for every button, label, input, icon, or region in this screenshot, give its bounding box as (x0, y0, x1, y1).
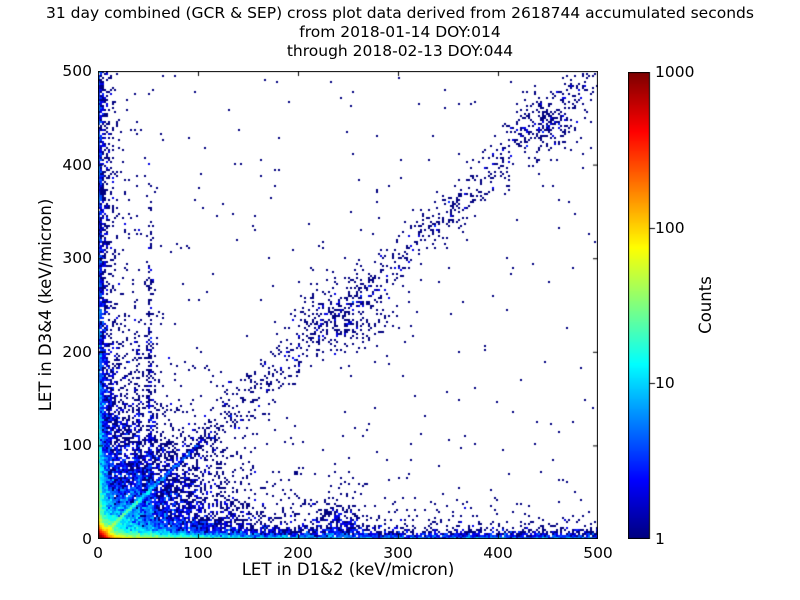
y-tick-label: 0 (82, 530, 92, 548)
x-tick-label: 100 (183, 544, 213, 562)
title-line-1: 31 day combined (GCR & SEP) cross plot d… (46, 4, 754, 22)
x-tick-label: 400 (483, 544, 513, 562)
y-tick-label: 300 (62, 249, 92, 268)
x-tick-label: 300 (383, 544, 413, 562)
colorbar-tick-label: 1000 (655, 63, 695, 81)
title-line-3: through 2018-02-13 DOY:044 (286, 42, 514, 60)
colorbar-tick-label: 100 (655, 218, 685, 237)
figure-title: 31 day combined (GCR & SEP) cross plot d… (0, 4, 800, 61)
y-tick-label: 400 (62, 155, 92, 174)
scatter-plot-canvas (98, 71, 598, 539)
colorbar-tick-label: 1 (655, 530, 665, 548)
y-axis-label: LET in D3&4 (keV/micron) (36, 198, 55, 412)
x-tick-label: 200 (283, 544, 313, 562)
y-tick-label: 500 (62, 62, 92, 80)
y-tick-label: 100 (62, 436, 92, 455)
x-axis-label: LET in D1&2 (keV/micron) (241, 560, 455, 579)
colorbar-tick-label: 10 (655, 374, 675, 393)
title-line-2: from 2018-01-14 DOY:014 (299, 23, 501, 41)
colorbar-label: Counts (696, 276, 715, 334)
x-tick-label: 0 (93, 544, 103, 562)
colorbar-canvas (628, 72, 656, 539)
x-tick-label: 500 (583, 544, 613, 562)
y-tick-label: 200 (62, 342, 92, 361)
